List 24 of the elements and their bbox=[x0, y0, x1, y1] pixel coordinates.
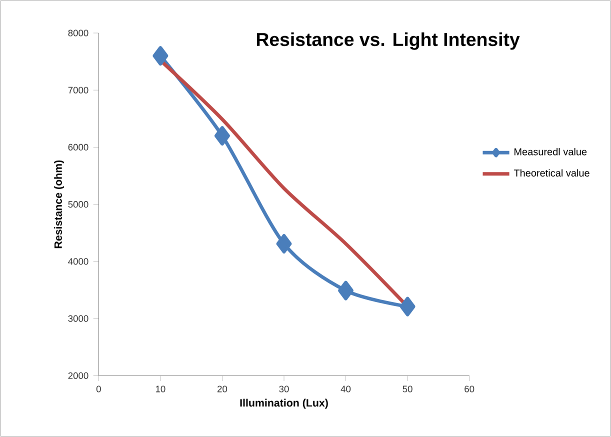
x-tick-label: 50 bbox=[402, 386, 412, 392]
point bbox=[400, 296, 416, 316]
x-tick-label: 0 bbox=[96, 386, 101, 392]
x-tick-label: 40 bbox=[340, 386, 351, 392]
point bbox=[214, 126, 230, 146]
legend-label: Measuredl value bbox=[514, 148, 587, 156]
x-tick-label: 20 bbox=[217, 386, 228, 392]
x-tick-label: 30 bbox=[279, 386, 289, 392]
point bbox=[152, 46, 168, 66]
x-tick-label: 60 bbox=[464, 386, 474, 392]
y-tick-label: 5000 bbox=[68, 201, 88, 208]
legend-label: Theoretical value bbox=[514, 169, 590, 177]
chart-title: Resistance vs. Light Intensity bbox=[256, 32, 520, 50]
y-tick-label: 3000 bbox=[68, 315, 88, 322]
y-tick-label: 2000 bbox=[68, 372, 88, 379]
y-tick-label: 6000 bbox=[68, 144, 88, 151]
y-tick-label: 7000 bbox=[68, 86, 88, 94]
x-axis-title: Illumination (Lux) bbox=[240, 398, 328, 409]
point bbox=[338, 280, 354, 300]
y-axis-title: Resistance (ohm) bbox=[54, 160, 64, 248]
x-tick-label: 10 bbox=[156, 386, 166, 392]
point bbox=[276, 234, 292, 254]
y-tick-label: 4000 bbox=[68, 258, 88, 265]
y-tick-label: 8000 bbox=[68, 30, 88, 36]
